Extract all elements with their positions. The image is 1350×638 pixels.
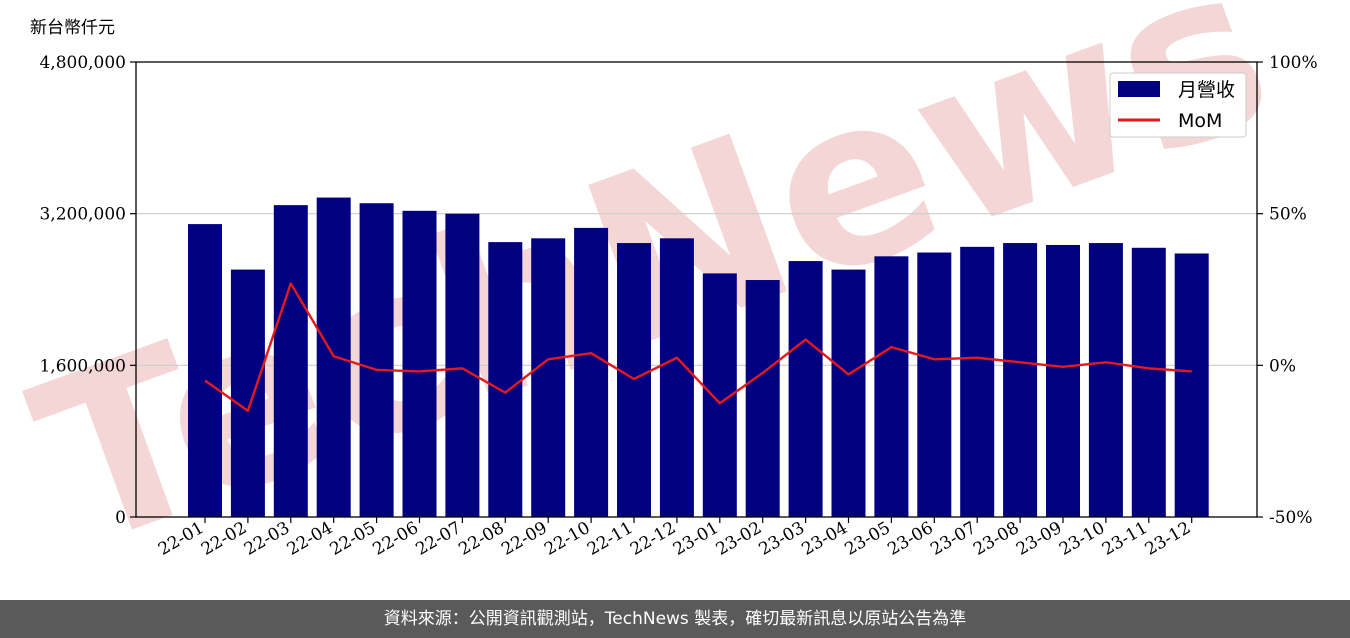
x-tick-label: 22-06 [370, 518, 422, 560]
y-right-tick-label: 100% [1269, 53, 1318, 73]
legend-bar-swatch [1118, 81, 1160, 97]
revenue-bar-23-07 [960, 246, 995, 517]
legend-label-revenue: 月營收 [1178, 79, 1235, 101]
revenue-bar-22-08 [488, 242, 523, 517]
revenue-bar-22-05 [359, 203, 394, 518]
legend-label-mom: MoM [1178, 110, 1222, 132]
source-footer: 資料來源：公開資訊觀測站，TechNews 製表，確切最新訊息以原站公告為準 [0, 600, 1350, 638]
x-tick-label: 23-04 [799, 518, 851, 560]
x-tick-label: 22-12 [627, 518, 679, 560]
x-tick-label: 22-11 [584, 518, 636, 560]
x-tick-label: 23-01 [670, 518, 722, 560]
revenue-bar-23-10 [1088, 243, 1123, 518]
y-left-tick-label: 4,800,000 [39, 53, 126, 73]
x-tick-label: 22-05 [327, 518, 379, 560]
x-tick-label: 22-10 [541, 518, 593, 560]
x-tick-label: 22-09 [498, 518, 550, 560]
revenue-bar-22-10 [574, 227, 609, 517]
revenue-bar-22-01 [188, 224, 222, 517]
x-tick-label: 23-10 [1056, 518, 1108, 560]
revenue-bar-22-07 [445, 213, 480, 517]
x-tick-label: 23-09 [1013, 518, 1065, 560]
x-tick-label: 22-08 [455, 518, 507, 560]
y-left-tick-label: 0 [115, 508, 126, 528]
plot-frame [135, 61, 1258, 518]
x-tick-label: 23-07 [927, 518, 979, 560]
revenue-bar-23-05 [874, 256, 909, 517]
mom-line [204, 282, 1192, 413]
revenue-bar-23-08 [1003, 243, 1038, 518]
y-right-tick-label: -50% [1269, 508, 1313, 528]
revenue-bar-22-02 [230, 269, 265, 517]
revenue-bar-23-11 [1131, 247, 1166, 517]
mom-line-layer [204, 282, 1192, 413]
x-tick-label: 23-06 [884, 518, 936, 560]
revenue-bar-22-09 [531, 238, 566, 517]
x-tick-label: 23-05 [841, 518, 893, 560]
y-right-tick-label: 50% [1269, 205, 1307, 225]
revenue-bars [188, 197, 1209, 518]
y-left-tick-label: 3,200,000 [39, 205, 126, 225]
revenue-bar-23-03 [788, 261, 823, 517]
x-tick-label: 23-02 [713, 518, 765, 560]
revenue-bar-23-12 [1174, 253, 1209, 517]
legend: 月營收 MoM [1109, 72, 1247, 138]
revenue-bar-22-03 [273, 205, 308, 517]
revenue-bar-22-06 [402, 210, 437, 517]
x-tick-label: 23-12 [1142, 518, 1194, 560]
revenue-bar-23-02 [745, 280, 780, 517]
revenue-bar-23-04 [831, 269, 866, 517]
revenue-bar-23-06 [917, 252, 952, 517]
revenue-bar-22-12 [659, 238, 694, 517]
y-left-tick-label: 1,600,000 [39, 356, 126, 376]
x-tick-label: 22-07 [412, 518, 464, 560]
revenue-chart: TechNews 01,600,0003,200,0004,800,000-50… [6, 0, 1318, 600]
x-tick-label: 23-08 [970, 518, 1022, 560]
revenue-bar-23-09 [1046, 244, 1080, 517]
x-tick-label: 23-03 [756, 518, 808, 560]
x-tick-label: 23-11 [1099, 518, 1151, 560]
y-left-unit-label: 新台幣仟元 [30, 18, 115, 38]
y-right-tick-label: 0% [1269, 356, 1296, 376]
